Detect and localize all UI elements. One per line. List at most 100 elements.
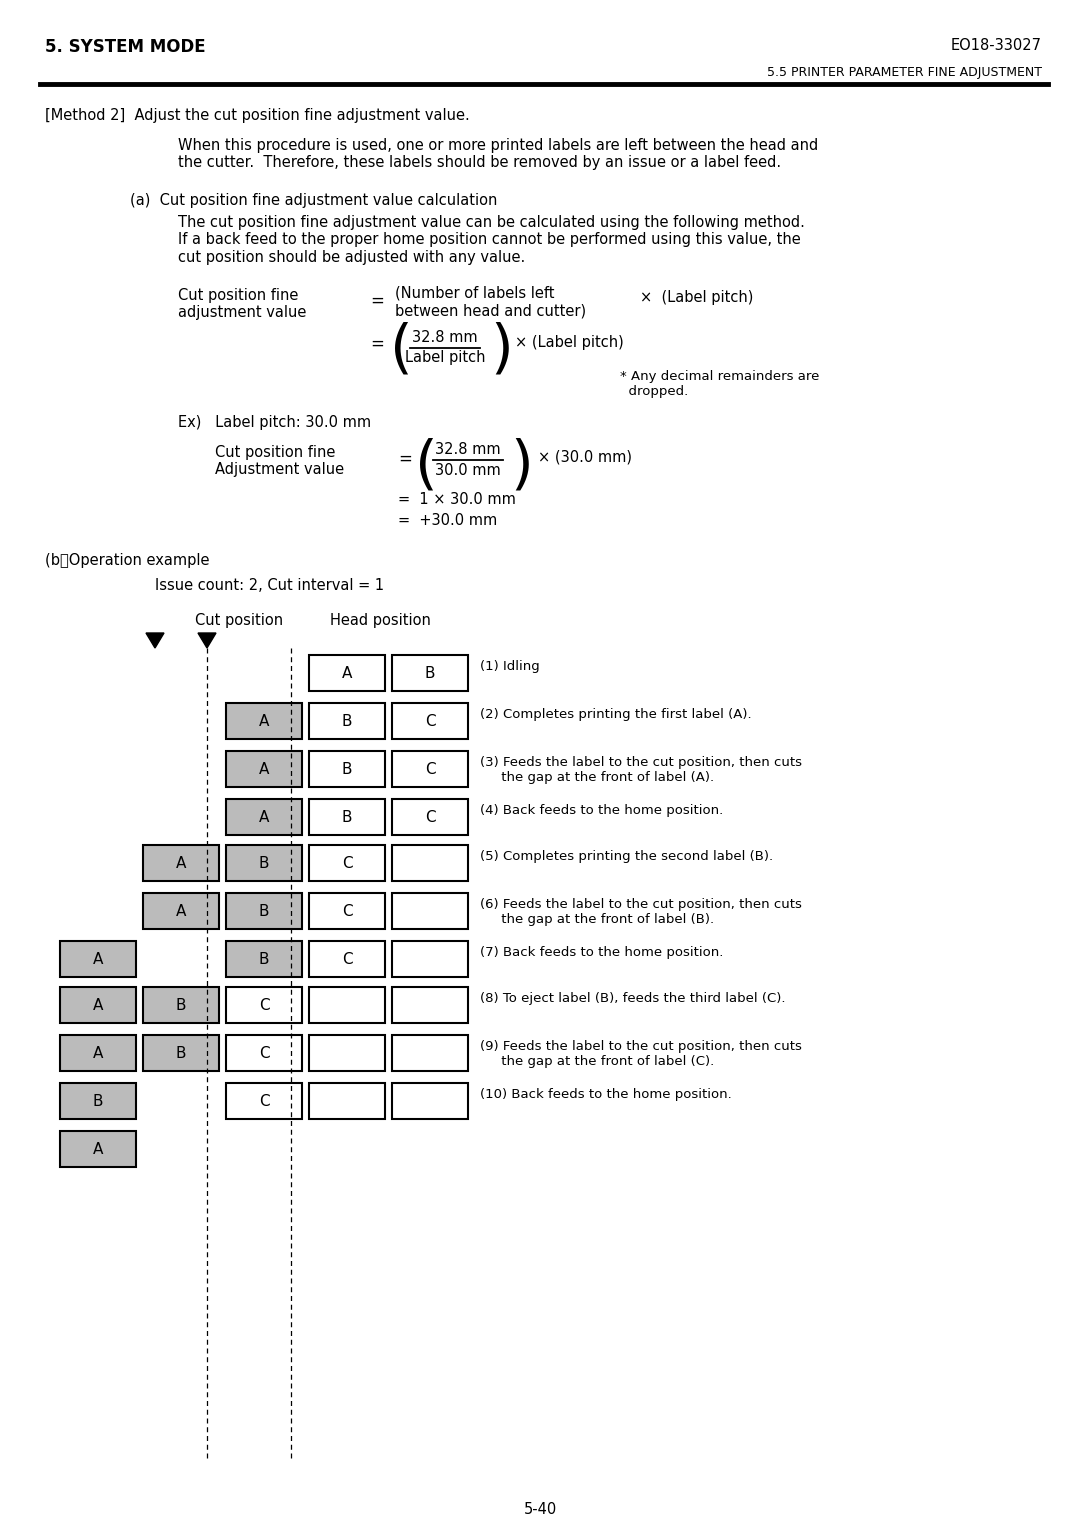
Text: C: C xyxy=(424,761,435,776)
FancyBboxPatch shape xyxy=(392,941,468,976)
Text: ): ) xyxy=(490,322,513,379)
Text: 5.5 PRINTER PARAMETER FINE ADJUSTMENT: 5.5 PRINTER PARAMETER FINE ADJUSTMENT xyxy=(767,66,1042,79)
Text: A: A xyxy=(341,666,352,680)
FancyBboxPatch shape xyxy=(226,892,302,929)
FancyBboxPatch shape xyxy=(226,987,302,1024)
Text: C: C xyxy=(259,998,269,1013)
FancyBboxPatch shape xyxy=(309,656,384,691)
Text: Cut position fine
Adjustment value: Cut position fine Adjustment value xyxy=(215,445,345,477)
Text: A: A xyxy=(259,714,269,729)
Text: B: B xyxy=(341,810,352,825)
FancyBboxPatch shape xyxy=(392,1083,468,1118)
Text: Head position: Head position xyxy=(330,613,431,628)
Text: 32.8 mm: 32.8 mm xyxy=(413,330,477,345)
Text: (6) Feeds the label to the cut position, then cuts
     the gap at the front of : (6) Feeds the label to the cut position,… xyxy=(480,898,801,926)
Text: C: C xyxy=(259,1045,269,1060)
Text: B: B xyxy=(176,998,186,1013)
Text: =: = xyxy=(399,451,411,468)
Text: C: C xyxy=(341,856,352,871)
Text: (10) Back feeds to the home position.: (10) Back feeds to the home position. xyxy=(480,1088,732,1102)
FancyBboxPatch shape xyxy=(309,892,384,929)
Text: A: A xyxy=(93,1141,104,1157)
Text: B: B xyxy=(93,1094,104,1108)
FancyBboxPatch shape xyxy=(392,892,468,929)
Polygon shape xyxy=(198,633,216,648)
FancyBboxPatch shape xyxy=(392,750,468,787)
Text: A: A xyxy=(176,903,186,918)
Text: =  1 × 30.0 mm: = 1 × 30.0 mm xyxy=(399,492,516,507)
Text: C: C xyxy=(424,810,435,825)
Text: B: B xyxy=(424,666,435,680)
FancyBboxPatch shape xyxy=(392,845,468,882)
FancyBboxPatch shape xyxy=(226,750,302,787)
Text: (1) Idling: (1) Idling xyxy=(480,660,540,672)
FancyBboxPatch shape xyxy=(392,703,468,740)
Text: (3) Feeds the label to the cut position, then cuts
     the gap at the front of : (3) Feeds the label to the cut position,… xyxy=(480,756,802,784)
FancyBboxPatch shape xyxy=(143,892,219,929)
Text: 30.0 mm: 30.0 mm xyxy=(435,463,501,478)
Text: × (Label pitch): × (Label pitch) xyxy=(515,335,624,350)
Text: × (30.0 mm): × (30.0 mm) xyxy=(538,451,632,465)
FancyBboxPatch shape xyxy=(226,845,302,882)
Text: Ex)   Label pitch: 30.0 mm: Ex) Label pitch: 30.0 mm xyxy=(178,416,372,429)
Text: C: C xyxy=(341,903,352,918)
FancyBboxPatch shape xyxy=(143,1034,219,1071)
FancyBboxPatch shape xyxy=(309,987,384,1024)
Text: (5) Completes printing the second label (B).: (5) Completes printing the second label … xyxy=(480,850,773,863)
FancyBboxPatch shape xyxy=(392,987,468,1024)
Text: 32.8 mm: 32.8 mm xyxy=(435,442,501,457)
Text: [Method 2]  Adjust the cut position fine adjustment value.: [Method 2] Adjust the cut position fine … xyxy=(45,108,470,122)
Text: =: = xyxy=(370,335,383,353)
FancyBboxPatch shape xyxy=(309,750,384,787)
Text: A: A xyxy=(259,761,269,776)
Text: ×  (Label pitch): × (Label pitch) xyxy=(640,290,754,306)
Text: Label pitch: Label pitch xyxy=(405,350,485,365)
FancyBboxPatch shape xyxy=(60,941,136,976)
FancyBboxPatch shape xyxy=(60,1083,136,1118)
FancyBboxPatch shape xyxy=(309,799,384,834)
Text: (2) Completes printing the first label (A).: (2) Completes printing the first label (… xyxy=(480,707,752,721)
Text: Issue count: 2, Cut interval = 1: Issue count: 2, Cut interval = 1 xyxy=(156,578,384,593)
Text: (b）Operation example: (b）Operation example xyxy=(45,553,210,568)
FancyBboxPatch shape xyxy=(392,799,468,834)
FancyBboxPatch shape xyxy=(60,987,136,1024)
Text: (Number of labels left
between head and cutter): (Number of labels left between head and … xyxy=(395,286,586,318)
FancyBboxPatch shape xyxy=(309,1083,384,1118)
Text: EO18-33027: EO18-33027 xyxy=(951,38,1042,53)
Text: (9) Feeds the label to the cut position, then cuts
     the gap at the front of : (9) Feeds the label to the cut position,… xyxy=(480,1041,801,1068)
Text: B: B xyxy=(259,856,269,871)
Text: C: C xyxy=(424,714,435,729)
Text: A: A xyxy=(93,1045,104,1060)
Text: (4) Back feeds to the home position.: (4) Back feeds to the home position. xyxy=(480,804,724,817)
Text: B: B xyxy=(341,714,352,729)
FancyBboxPatch shape xyxy=(60,1131,136,1167)
Text: Cut position: Cut position xyxy=(195,613,283,628)
FancyBboxPatch shape xyxy=(226,1083,302,1118)
FancyBboxPatch shape xyxy=(143,987,219,1024)
Text: The cut position fine adjustment value can be calculated using the following met: The cut position fine adjustment value c… xyxy=(178,215,805,264)
Text: B: B xyxy=(176,1045,186,1060)
Text: B: B xyxy=(259,952,269,967)
Text: (: ( xyxy=(390,322,413,379)
Text: =: = xyxy=(370,292,383,310)
Text: (7) Back feeds to the home position.: (7) Back feeds to the home position. xyxy=(480,946,724,960)
FancyBboxPatch shape xyxy=(309,703,384,740)
Text: =  +30.0 mm: = +30.0 mm xyxy=(399,513,497,529)
Text: 5-40: 5-40 xyxy=(524,1502,556,1517)
FancyBboxPatch shape xyxy=(309,845,384,882)
Text: A: A xyxy=(93,952,104,967)
Text: * Any decimal remainders are
  dropped.: * Any decimal remainders are dropped. xyxy=(620,370,820,397)
FancyBboxPatch shape xyxy=(226,941,302,976)
Text: (8) To eject label (B), feeds the third label (C).: (8) To eject label (B), feeds the third … xyxy=(480,992,785,1005)
Text: A: A xyxy=(93,998,104,1013)
Text: B: B xyxy=(341,761,352,776)
FancyBboxPatch shape xyxy=(392,656,468,691)
Text: (a)  Cut position fine adjustment value calculation: (a) Cut position fine adjustment value c… xyxy=(130,193,498,208)
Text: C: C xyxy=(341,952,352,967)
Text: 5. SYSTEM MODE: 5. SYSTEM MODE xyxy=(45,38,205,57)
Text: A: A xyxy=(259,810,269,825)
FancyBboxPatch shape xyxy=(392,1034,468,1071)
FancyBboxPatch shape xyxy=(309,941,384,976)
Text: A: A xyxy=(176,856,186,871)
FancyBboxPatch shape xyxy=(226,799,302,834)
